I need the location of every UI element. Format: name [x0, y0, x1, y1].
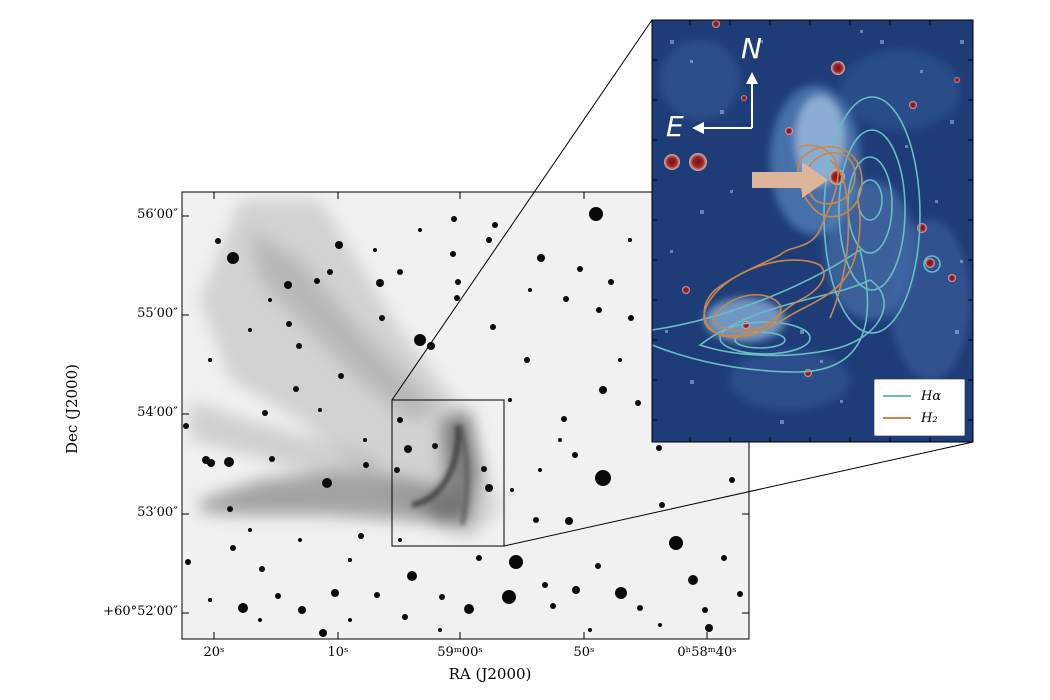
- x-tick-label: 10ˢ: [327, 645, 349, 660]
- compass-arrows: [692, 72, 758, 134]
- x-axis-label: RA (J2000): [448, 665, 532, 683]
- inset-image: [652, 20, 973, 442]
- legend-entry-h-alpha: Hα: [883, 387, 941, 405]
- inset-noise: [665, 30, 964, 424]
- legend-swatch: [883, 395, 911, 397]
- x-tick-label: 50ˢ: [573, 645, 595, 660]
- legend-entry-h2: H₂: [883, 409, 938, 427]
- legend-label: H₂: [921, 410, 938, 426]
- y-tick-label: 54′00″: [137, 405, 178, 420]
- x-tick-label: 0ʰ58ᵐ40ˢ: [677, 645, 737, 660]
- inset-frame: [651, 19, 974, 443]
- legend-swatch: [883, 417, 911, 419]
- zoom-region-box: [391, 399, 505, 547]
- y-tick-label: 53′00″: [137, 505, 178, 520]
- legend-label: Hα: [921, 388, 942, 404]
- y-tick-label: +60°52′00″: [103, 604, 178, 619]
- x-tick-label: 59ᵐ00ˢ: [437, 645, 483, 660]
- legend: Hα H₂: [874, 379, 965, 436]
- north-label: N: [741, 32, 762, 65]
- star-field: [183, 207, 747, 637]
- x-tick-label: 20ˢ: [203, 645, 225, 660]
- y-tick-label: 56′00″: [137, 207, 178, 222]
- inset-ticks: [652, 20, 973, 442]
- y-axis-label: Dec (J2000): [63, 364, 81, 454]
- nebula-arc: [411, 424, 470, 526]
- east-label: E: [666, 110, 684, 143]
- nebula-emission: [190, 200, 500, 540]
- position-arrow: [752, 162, 828, 198]
- zoom-connector-lines: [391, 19, 974, 547]
- y-tick-label: 55′00″: [137, 306, 178, 321]
